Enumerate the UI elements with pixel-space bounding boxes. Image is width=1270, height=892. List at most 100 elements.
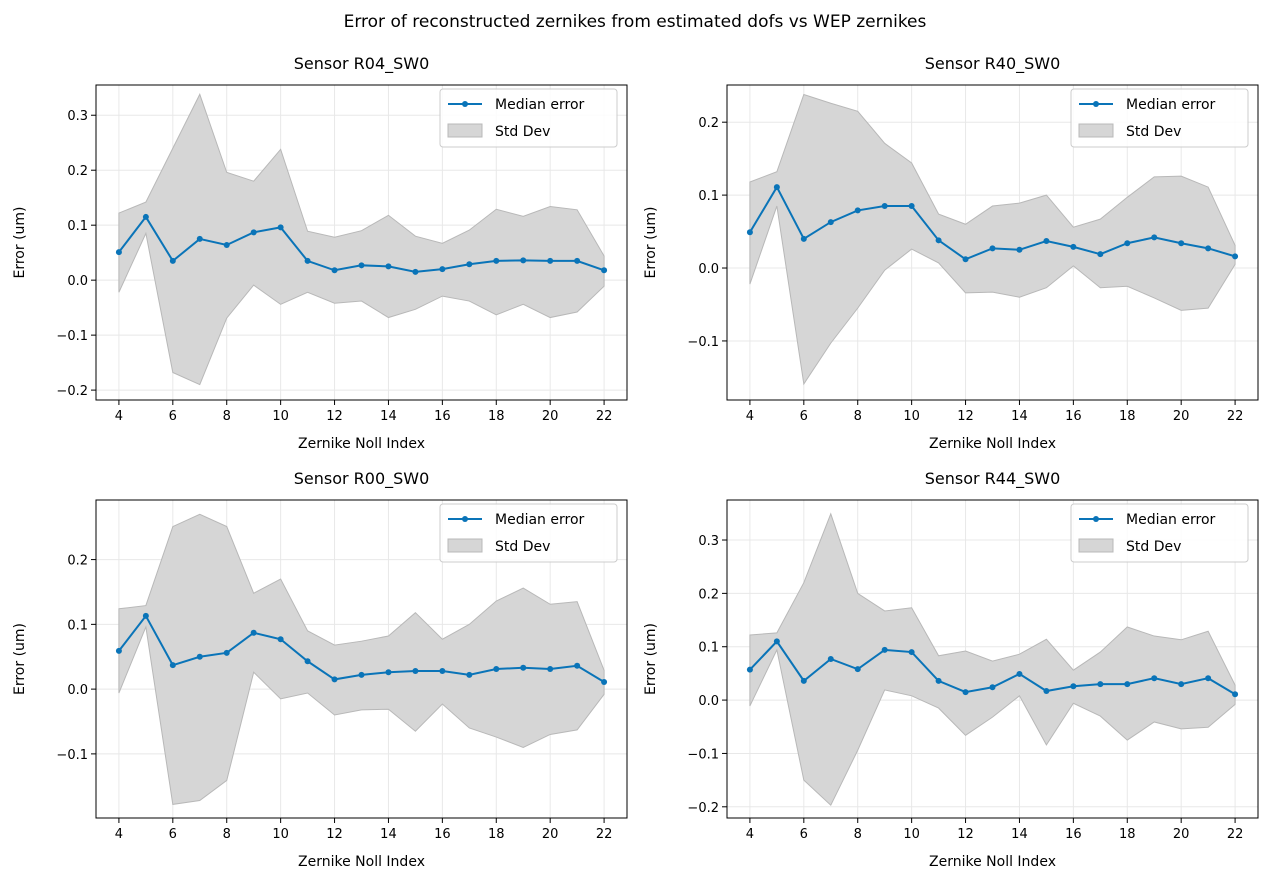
- y-axis-label: Error (um): [12, 206, 28, 278]
- median-error-point: [115, 249, 122, 256]
- median-error-point: [277, 224, 284, 231]
- median-error-point: [223, 649, 230, 656]
- x-tick-label: 22: [1227, 827, 1244, 842]
- y-tick-label: 0.1: [67, 618, 88, 633]
- legend-label-std: Std Dev: [1126, 124, 1181, 140]
- median-error-point: [115, 647, 122, 654]
- legend-box: [1070, 503, 1249, 563]
- legend-label-std: Std Dev: [1126, 539, 1181, 555]
- legend-label-median: Median error: [1126, 97, 1216, 113]
- legend-label-median: Median error: [495, 97, 585, 113]
- subplot-title: Sensor R00_SW0: [294, 469, 430, 489]
- median-error-point: [142, 612, 149, 619]
- x-tick-label: 16: [1065, 827, 1082, 842]
- y-axis-label: Error (um): [643, 206, 659, 278]
- median-error-point: [935, 237, 942, 244]
- median-error-point: [935, 677, 942, 684]
- x-tick-label: 18: [488, 827, 505, 842]
- median-error-point: [142, 213, 149, 220]
- x-tick-label: 4: [746, 409, 754, 424]
- legend-median-marker-icon: [462, 516, 468, 522]
- axes-frame: [726, 84, 1259, 401]
- y-tick-label: 0.0: [67, 274, 88, 289]
- y-tick-label: −0.2: [687, 801, 719, 816]
- legend-box: [1070, 88, 1249, 148]
- median-error-point: [439, 667, 446, 674]
- median-error-point: [1205, 245, 1212, 252]
- legend-std-patch-icon: [447, 538, 483, 553]
- median-error-point: [962, 256, 969, 263]
- median-error-point: [574, 662, 581, 669]
- y-axis-label: Error (um): [643, 623, 659, 695]
- median-error-point: [385, 263, 392, 270]
- y-tick-label: 0.3: [698, 534, 719, 549]
- y-tick-label: 0.1: [698, 641, 719, 656]
- median-error-point: [574, 257, 581, 264]
- x-tick-label: 18: [1119, 827, 1136, 842]
- median-error-point: [827, 219, 834, 226]
- median-error-point: [223, 241, 230, 248]
- y-tick-label: 0.2: [67, 164, 88, 179]
- axes-frame: [726, 499, 1259, 819]
- median-error-point: [358, 671, 365, 678]
- subplot-1: 4 6 8 10 12 14 16 18 20 22 −0.2 −0.1 0.0 0.1 0.2 0.3 Sen…: [12, 54, 628, 452]
- median-error-point: [746, 229, 753, 236]
- x-tick-label: 22: [596, 409, 613, 424]
- median-error-point: [169, 662, 176, 669]
- median-error-point: [196, 235, 203, 242]
- median-error-point: [466, 261, 473, 268]
- x-tick-label: 4: [115, 409, 123, 424]
- median-error-point: [1097, 681, 1104, 688]
- median-error-point: [881, 646, 888, 653]
- x-tick-label: 6: [800, 827, 808, 842]
- y-tick-label: 0.2: [67, 554, 88, 569]
- x-tick-label: 4: [115, 827, 123, 842]
- y-axis-label: Error (um): [12, 623, 28, 695]
- median-error-point: [439, 266, 446, 273]
- y-tick-label: 0.1: [67, 219, 88, 234]
- median-error-point: [1043, 688, 1050, 695]
- legend-std-patch-icon: [1078, 538, 1114, 553]
- x-tick-label: 16: [434, 409, 451, 424]
- x-tick-label: 16: [434, 827, 451, 842]
- median-error-point: [412, 268, 419, 275]
- y-tick-label: 0.2: [698, 116, 719, 131]
- median-error-point: [881, 203, 888, 210]
- x-tick-label: 20: [542, 409, 559, 424]
- median-error-point: [547, 666, 554, 673]
- x-tick-label: 8: [223, 827, 231, 842]
- x-tick-label: 6: [800, 409, 808, 424]
- y-tick-label: −0.1: [56, 748, 88, 763]
- median-error-point: [1043, 238, 1050, 245]
- legend-std-patch-icon: [1078, 123, 1114, 138]
- y-tick-label: 0.2: [698, 587, 719, 602]
- x-tick-label: 6: [169, 409, 177, 424]
- y-tick-label: 0.0: [67, 683, 88, 698]
- median-error-point: [854, 207, 861, 214]
- legend: Median error Std Dev: [439, 503, 618, 563]
- x-tick-label: 22: [1227, 409, 1244, 424]
- x-tick-label: 18: [1119, 409, 1136, 424]
- x-tick-label: 22: [596, 827, 613, 842]
- median-error-point: [601, 267, 608, 274]
- x-tick-label: 12: [326, 827, 343, 842]
- median-error-point: [800, 677, 807, 684]
- median-error-point: [304, 658, 311, 665]
- median-error-point: [493, 666, 500, 673]
- x-tick-label: 14: [380, 827, 397, 842]
- legend: Median error Std Dev: [1070, 88, 1249, 148]
- subplot-title: Sensor R44_SW0: [925, 469, 1061, 489]
- x-tick-label: 6: [169, 827, 177, 842]
- median-error-point: [250, 229, 257, 236]
- median-error-point: [1016, 246, 1023, 253]
- median-error-point: [412, 667, 419, 674]
- x-tick-label: 8: [223, 409, 231, 424]
- median-error-point: [196, 653, 203, 660]
- x-tick-label: 14: [1011, 409, 1028, 424]
- std-dev-band: [749, 93, 1236, 386]
- median-error-point: [1178, 681, 1185, 688]
- median-error-point: [746, 666, 753, 673]
- median-error-point: [493, 257, 500, 264]
- legend-box: [439, 88, 618, 148]
